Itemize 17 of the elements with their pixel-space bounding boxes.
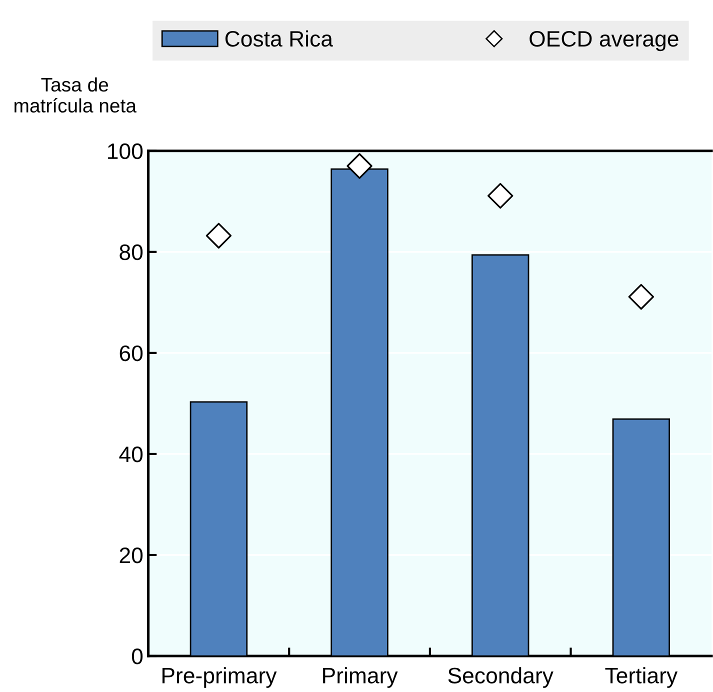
x-tick-label: Primary bbox=[323, 667, 398, 688]
y-tick-label: 100 bbox=[108, 143, 143, 160]
y-tick-label: 80 bbox=[120, 244, 143, 260]
point bbox=[628, 284, 654, 310]
y-tick-label: 0 bbox=[132, 648, 143, 664]
y-tick-label: 40 bbox=[119, 446, 143, 462]
x-tick-label: Secondary bbox=[448, 667, 554, 688]
y-tick-label: 60 bbox=[120, 345, 143, 362]
point bbox=[487, 182, 514, 209]
legend-label: OECD average bbox=[530, 30, 678, 52]
legend-label: Costa Rica bbox=[225, 30, 334, 47]
x-tick-label: Pre-primary bbox=[162, 667, 277, 688]
point bbox=[346, 153, 372, 179]
y-axis-title: Tasa de matrícula neta bbox=[14, 77, 136, 113]
point bbox=[206, 222, 232, 249]
y-tick-label: 20 bbox=[120, 548, 143, 564]
x-tick-label: Tertiary bbox=[605, 667, 678, 688]
